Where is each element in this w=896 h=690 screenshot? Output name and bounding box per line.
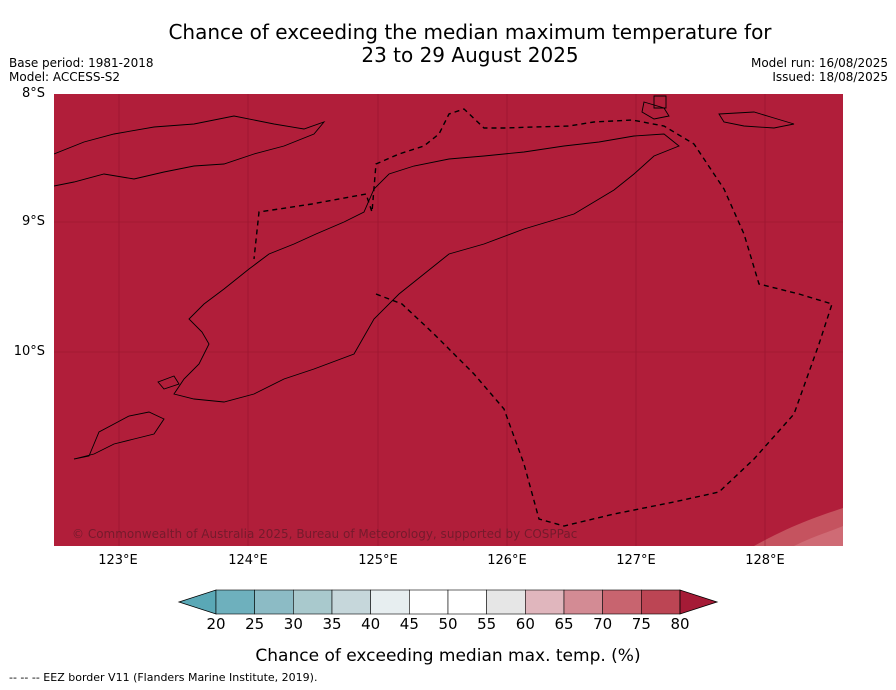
chart-title-line-1: Chance of exceeding the median maximum t… — [168, 20, 772, 44]
colorbar-tick-label: 80 — [670, 615, 689, 633]
coast-island-small-1 — [157, 375, 180, 390]
colorbar-tick-label: 65 — [554, 615, 573, 633]
coast-island-small-2 — [653, 95, 667, 109]
forecast-map — [54, 94, 843, 546]
eez-footnote: -- -- -- EEZ border V11 (Flanders Marine… — [9, 671, 318, 684]
colorbar-tick-label: 35 — [322, 615, 341, 633]
model-run-label: Model run: 16/08/2025 — [750, 56, 888, 70]
meta-left: Base period: 1981-2018 Model: ACCESS-S2 — [9, 56, 154, 84]
lat-label-8s: 8°S — [21, 86, 45, 101]
colorbar-segment — [409, 589, 449, 615]
colorbar-segment — [486, 589, 526, 615]
lon-label-126e: 126°E — [487, 553, 527, 568]
colorbar-segment — [215, 589, 255, 615]
grid-lines — [54, 94, 843, 546]
colorbar-tick-label: 20 — [206, 615, 225, 633]
map-background-above-80 — [54, 94, 843, 546]
chart-title-line-2: 23 to 29 August 2025 — [361, 43, 579, 67]
eez-border — [253, 108, 833, 527]
colorbar-segment — [370, 589, 410, 615]
lon-label-124e: 124°E — [228, 553, 268, 568]
colorbar-tick-label: 60 — [516, 615, 535, 633]
colorbar-segment — [293, 589, 333, 615]
coast-rote — [73, 411, 165, 460]
eez-border-line — [253, 108, 833, 527]
coast-island-north — [641, 101, 670, 120]
coast-alor-wetar — [54, 115, 326, 187]
colorbar-tick-label: 45 — [400, 615, 419, 633]
colorbar-segment — [563, 589, 603, 615]
colorbar-tick-label: 50 — [438, 615, 457, 633]
lon-label-127e: 127°E — [616, 553, 656, 568]
colorbar-tick-label: 75 — [632, 615, 651, 633]
colorbar-segment — [641, 589, 681, 615]
lat-label-9s: 9°S — [21, 214, 45, 229]
colorbar: 20 25 30 35 40 45 50 55 60 65 70 75 80 — [177, 589, 719, 633]
colorbar-segment — [447, 589, 487, 615]
lon-label-123e: 123°E — [98, 553, 138, 568]
colorbar-tick-label: 70 — [593, 615, 612, 633]
lon-label-128e: 128°E — [745, 553, 785, 568]
base-period-label: Base period: 1981-2018 — [9, 56, 154, 70]
colorbar-ticks: 20 25 30 35 40 45 50 55 60 65 70 75 80 — [206, 615, 689, 633]
coast-island-ne — [718, 111, 795, 129]
lon-label-125e: 125°E — [358, 553, 398, 568]
colorbar-segment — [525, 589, 565, 615]
lat-label-10s: 10°S — [13, 344, 45, 359]
colorbar-arrow-low — [177, 589, 217, 615]
colorbar-arrow-high — [679, 589, 719, 615]
colorbar-tick-label: 25 — [245, 615, 264, 633]
copyright-notice: © Commonwealth of Australia 2025, Bureau… — [72, 527, 578, 541]
coast-timor — [173, 133, 680, 403]
colorbar-segment — [331, 589, 371, 615]
issued-label: Issued: 18/08/2025 — [772, 70, 888, 84]
model-label: Model: ACCESS-S2 — [9, 70, 121, 84]
meta-right: Model run: 16/08/2025 Issued: 18/08/2025 — [751, 56, 888, 84]
colorbar-tick-label: 40 — [361, 615, 380, 633]
colorbar-segments — [177, 589, 719, 615]
corner-patch-light — [794, 526, 843, 546]
colorbar-tick-label: 55 — [477, 615, 496, 633]
colorbar-segment — [602, 589, 642, 615]
coastlines — [54, 95, 795, 460]
colorbar-label: Chance of exceeding median max. temp. (%… — [255, 646, 641, 666]
colorbar-tick-label: 30 — [284, 615, 303, 633]
colorbar-segment — [254, 589, 294, 615]
